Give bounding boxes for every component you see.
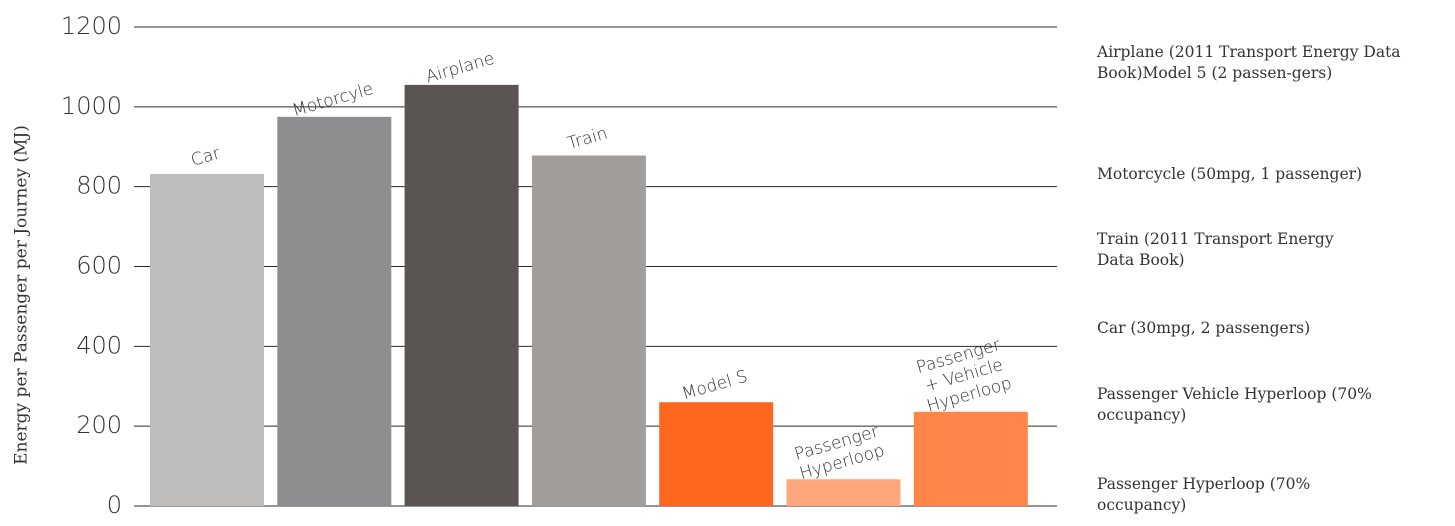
y-tick-label: 1200: [61, 12, 122, 40]
legend: Airplane (2011 Transport Energy Data Boo…: [1097, 0, 1447, 526]
bar-chart: Energy per Passenger per Journey (MJ) 0 2…: [12, 12, 1057, 519]
legend-item-airplane: Airplane (2011 Transport Energy Data Boo…: [1097, 43, 1401, 82]
bar-model-s: [659, 402, 774, 506]
bar-label: Car: [189, 143, 223, 170]
y-tick-labels: 0 200 400 600 800 1000 1200: [61, 12, 122, 519]
bar-passenger-vehicle-hyperloop: [913, 411, 1028, 506]
y-tick-label: 0: [107, 491, 122, 519]
bar-labels: Car Motorcyle Airplane Train Model S Passenge…: [189, 49, 1014, 484]
bar-label: PassengerHyperloop: [792, 422, 887, 485]
y-tick-label: 1000: [61, 92, 122, 120]
bar-train: [531, 155, 646, 506]
legend-item-train: Train (2011 Transport Energy Data Book): [1097, 230, 1334, 269]
legend-item-passenger-hyperloop: Passenger Hyperloop (70% occupancy): [1097, 475, 1311, 514]
bar-car: [150, 173, 264, 507]
bar-label: Passenger+ VehicleHyperloop: [914, 335, 1015, 417]
legend-item-car: Car (30mpg, 2 passengers): [1097, 319, 1311, 337]
y-axis-title: Energy per Passenger per Journey (MJ): [12, 125, 32, 465]
y-tick-label: 600: [76, 252, 122, 280]
legend-item-motorcycle: Motorcycle (50mpg, 1 passenger): [1097, 165, 1363, 183]
y-tick-label: 200: [76, 411, 122, 439]
bars: [150, 84, 1028, 507]
bar-label: Motorcyle: [290, 79, 376, 121]
legend-item-passenger-vehicle-hyperloop: Passenger Vehicle Hyperloop (70% occupan…: [1097, 385, 1372, 424]
bar-label: Model S: [680, 367, 750, 405]
bar-label: Airplane: [424, 49, 497, 88]
bar-airplane: [404, 84, 519, 507]
bar-motorcyle: [277, 116, 392, 506]
bar-label: Train: [565, 123, 610, 153]
bar-passenger-hyperloop: [786, 479, 901, 506]
y-tick-label: 800: [76, 172, 122, 200]
y-tick-label: 400: [76, 331, 122, 359]
